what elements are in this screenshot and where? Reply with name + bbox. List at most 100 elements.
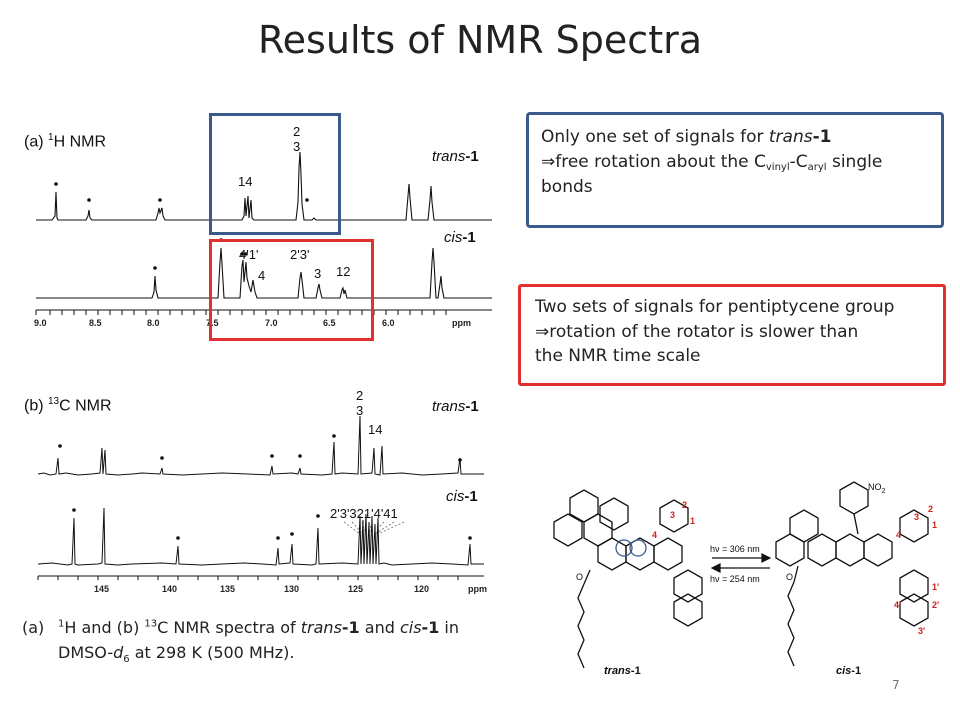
h-nmr-nucleus: H NMR xyxy=(53,133,106,151)
c-tick-1: 140 xyxy=(162,584,177,594)
caption-b2: -1 xyxy=(421,618,440,637)
h-nmr-spectrum: (a) 1H NMR trans-1 cis-1 xyxy=(22,112,502,352)
c-trans-italic: trans xyxy=(432,398,466,415)
cis-alkyl-chain xyxy=(787,581,795,667)
trans-num-2: 2 xyxy=(682,500,687,510)
figure-caption: (a) 1H and (b) 13C NMR spectra of trans-… xyxy=(22,616,502,667)
caption-sub6: 6 xyxy=(123,653,130,665)
trans-ring-top-right xyxy=(659,499,689,533)
implies-arrow-icon-2: ⇒ xyxy=(535,321,550,342)
c-nmr-cis-label: cis-1 xyxy=(446,488,478,505)
trans-num-3: 3 xyxy=(670,510,675,520)
page-number: 7 xyxy=(892,678,900,692)
trans-explanation-box: Only one set of signals for trans-1 ⇒fre… xyxy=(526,112,944,228)
implies-arrow-icon: ⇒ xyxy=(541,151,556,172)
h-tick-1: 8.5 xyxy=(89,318,102,328)
caption-b1: -1 xyxy=(341,618,360,637)
c-nmr-trans-label: trans-1 xyxy=(432,398,479,415)
c-nmr-prefix: (b) xyxy=(24,397,48,415)
caption-i2: cis xyxy=(399,618,422,637)
trans-exp-post: single xyxy=(826,151,883,172)
cis-explanation-line3: the NMR time scale xyxy=(535,346,701,367)
c-trans-num: -1 xyxy=(465,398,479,415)
forward-wavelength: hν = 306 nm xyxy=(710,544,760,554)
caption-t3: and xyxy=(359,618,400,637)
h-nmr-cis-label: cis-1 xyxy=(444,229,476,246)
trans-structure-label: trans-1 xyxy=(604,665,641,677)
c-tick-2: 135 xyxy=(220,584,235,594)
scheme-structures: hν = 306 nm hν = 254 nm 2 3 1 4 2 3 1 4 … xyxy=(553,481,939,677)
caption-i3: d xyxy=(113,642,124,662)
cis-num-2: 2 xyxy=(928,504,933,514)
c-axis-unit: ppm xyxy=(468,584,487,594)
c-nmr-panel-label: (b) 13C NMR xyxy=(24,396,112,415)
caption-t4: in xyxy=(439,618,459,637)
h-trans-num: -1 xyxy=(465,148,479,165)
cis-num-3p: 3' xyxy=(918,626,925,636)
caption-i1: trans xyxy=(300,618,342,637)
c-cis-num: -1 xyxy=(464,488,478,505)
h-cis-italic: cis xyxy=(444,229,463,246)
cis-num-3: 3 xyxy=(914,512,919,522)
cis-ring-bottom-right xyxy=(899,593,929,627)
trans-num-1: 1 xyxy=(690,516,695,526)
cis-num-2p: 2' xyxy=(932,600,939,610)
sub-aryl: aryl xyxy=(807,161,827,173)
h-tick-6: 6.0 xyxy=(382,318,395,328)
trans-nitrophenyl xyxy=(599,497,629,531)
trans-explanation-line2: ⇒free rotation about the Cvinyl-Caryl si… xyxy=(541,150,929,176)
reverse-wavelength: hν = 254 nm xyxy=(710,574,760,584)
h-trans-trace xyxy=(36,151,492,221)
c-tick-0: 145 xyxy=(94,584,109,594)
trans-aromatic-highlight xyxy=(209,113,341,235)
c-nmr-traces: 145 140 135 130 125 120 ppm 2 3 14 2'3'3… xyxy=(37,388,487,594)
h-nmr-trans-label: trans-1 xyxy=(432,148,479,165)
c-cis-italic: cis xyxy=(446,488,465,505)
cis-explanation-line2: ⇒rotation of the rotator is slower than xyxy=(535,320,929,345)
cis-num-1p: 1' xyxy=(932,582,939,592)
trans-explanation-line1: Only one set of signals for trans-1 xyxy=(541,125,929,150)
trans-alkyl-chain xyxy=(577,583,585,669)
c-tick-4: 125 xyxy=(348,584,363,594)
cis-ring-top-left xyxy=(789,509,819,543)
c-tick-3: 130 xyxy=(284,584,299,594)
trans-ring-bottom-right xyxy=(673,569,703,603)
h-tick-4: 7.0 xyxy=(265,318,278,328)
cis-aromatic-highlight xyxy=(209,239,374,341)
caption-sup1: 1 xyxy=(58,618,65,630)
caption-t2: C NMR spectra of xyxy=(157,618,301,637)
cis-ring-top-right xyxy=(899,509,929,543)
trans-explanation-line3: bonds xyxy=(541,177,593,198)
c-trans-trace xyxy=(37,415,484,476)
h-axis-unit: ppm xyxy=(452,318,471,328)
caption-t1: H and (b) xyxy=(64,618,145,637)
sub-vinyl: vinyl xyxy=(765,161,790,173)
c-trans-label-2: 2 xyxy=(356,388,363,403)
cis-num-1: 1 xyxy=(932,520,937,530)
cis-o-label: O xyxy=(786,572,793,582)
trans-exp-italic: trans xyxy=(768,127,813,147)
trans-exp-pre: Only one set of signals for xyxy=(541,127,769,147)
c-trans-label-3: 3 xyxy=(356,403,363,418)
h-cis-label-2p3p: 2'3' xyxy=(290,247,309,262)
caption-body: 1H and (b) 13C NMR spectra of trans-1 an… xyxy=(58,616,502,667)
h-tick-3: 7.5 xyxy=(206,318,219,328)
cis-explanation-line1: Two sets of signals for pentiptycene gro… xyxy=(535,297,895,317)
h-trans-label-2: 2 xyxy=(293,124,300,139)
h-nmr-prefix: (a) xyxy=(24,133,48,151)
c-trans-label-14: 14 xyxy=(368,422,382,437)
trans-exp-line2: free rotation about the C xyxy=(555,151,766,172)
cis-explanation-box: Two sets of signals for pentiptycene gro… xyxy=(518,284,946,386)
c-cis-trace xyxy=(37,507,484,566)
h-cis-label-12: 12 xyxy=(336,264,350,279)
c-cis-label-group: 2'3'321'4'41 xyxy=(330,506,398,521)
h-tick-0: 9.0 xyxy=(34,318,47,328)
photoisomerization-scheme: hν = 306 nm hν = 254 nm 2 3 1 4 2 3 1 4 … xyxy=(540,478,948,678)
h-trans-label-14: 14 xyxy=(238,174,252,189)
caption-t6: at 298 K (500 MHz). xyxy=(129,642,295,662)
h-cis-label-4: 4 xyxy=(258,268,265,283)
cis-nitrophenyl xyxy=(839,481,869,515)
h-tick-2: 8.0 xyxy=(147,318,160,328)
trans-ring-left xyxy=(553,513,583,547)
trans-o-label: O xyxy=(576,572,583,582)
